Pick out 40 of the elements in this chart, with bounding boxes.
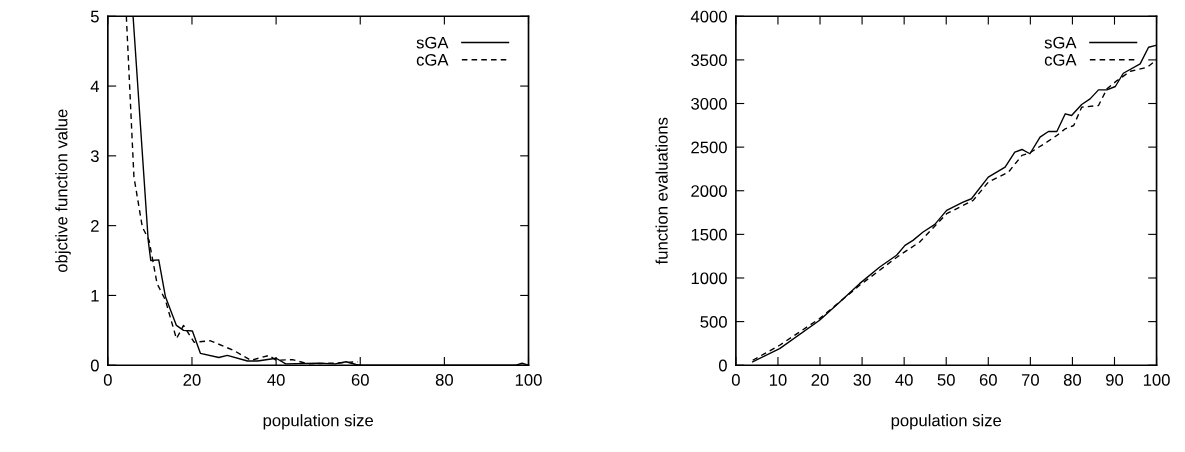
y-tick-label: 4	[90, 80, 100, 93]
y-tick-label: 1	[91, 290, 99, 302]
x-tick-label: 50	[937, 373, 955, 386]
x-tick-label: 30	[853, 373, 871, 386]
x-tick-label: 20	[183, 373, 201, 386]
x-tick-label: 20	[811, 373, 829, 386]
y-tick-label: 0	[90, 359, 99, 372]
y-tick-label: 3000	[691, 97, 727, 110]
y-tick-label: 3500	[691, 54, 727, 67]
y-axis-title: objctive function value	[55, 109, 71, 273]
y-tick-label: 5	[90, 10, 99, 23]
y-tick-label: 2500	[691, 141, 727, 154]
x-tick-label: 40	[895, 373, 913, 386]
x-tick-label: 80	[435, 373, 453, 386]
x-tick-label: 100	[515, 373, 542, 386]
legend-label: sGA	[416, 36, 449, 49]
y-tick-label: 500	[700, 316, 727, 328]
x-tick-label: 80	[1063, 373, 1082, 386]
legend-label: sGA	[1044, 36, 1077, 49]
x-tick-label: 0	[103, 373, 112, 386]
y-tick-label: 2	[91, 220, 99, 232]
legend-label: cGA	[1044, 53, 1077, 66]
x-tick-label: 70	[1021, 373, 1039, 386]
x-axis-title: population size	[891, 414, 1002, 430]
y-tick-label: 2000	[691, 185, 727, 197]
x-tick-label: 100	[1143, 373, 1170, 386]
x-tick-label: 10	[769, 373, 787, 386]
x-tick-label: 60	[979, 373, 997, 386]
y-tick-label: 0	[718, 359, 727, 372]
y-tick-label: 1500	[691, 228, 727, 241]
x-tick-label: 90	[1106, 373, 1124, 386]
x-tick-label: 0	[731, 373, 740, 386]
y-tick-label: 1000	[691, 272, 727, 285]
y-tick-label: 4000	[690, 10, 727, 23]
y-tick-label: 3	[90, 150, 99, 163]
legend-label: cGA	[416, 53, 449, 66]
x-axis-title: population size	[263, 414, 374, 430]
y-axis-title: function evaluations	[655, 117, 668, 265]
x-tick-label: 40	[267, 373, 285, 386]
x-tick-label: 60	[351, 373, 369, 386]
